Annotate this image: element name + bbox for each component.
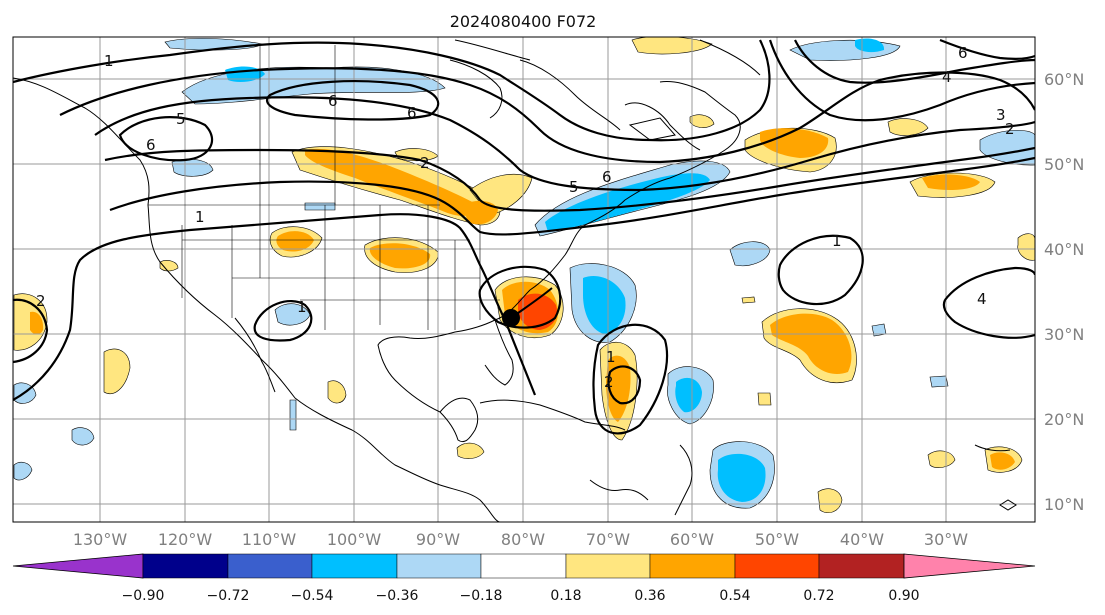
contour-label: 2	[604, 373, 614, 391]
contour-label: 6	[958, 44, 968, 62]
height-contours	[13, 38, 1035, 435]
lon-label: 130°W	[73, 530, 128, 549]
lat-label: 30°N	[1044, 325, 1084, 344]
colorbar-tick-label: −0.54	[291, 588, 334, 604]
lon-label: 100°W	[327, 530, 382, 549]
contour-label: 5	[569, 178, 579, 196]
colorbar-bin	[142, 553, 229, 579]
contour-labels: 1 1 1 1 1 2 2 2 2 3 4 4 5 5 6 6 6 6 6	[36, 44, 1015, 391]
map-area: 1 1 1 1 1 2 2 2 2 3 4 4 5 5 6 6 6 6 6	[13, 37, 1035, 522]
map-title: 2024080400 F072	[450, 12, 597, 31]
longitude-labels: 130°W 120°W 110°W 100°W 90°W 80°W 70°W 6…	[73, 530, 968, 549]
lon-label: 70°W	[586, 530, 630, 549]
lon-label: 90°W	[416, 530, 460, 549]
colorbar-extend-max	[903, 553, 1036, 579]
lon-label: 40°W	[840, 530, 884, 549]
lon-label: 30°W	[924, 530, 968, 549]
colorbar-tick-label: 0.72	[803, 588, 834, 604]
lon-label: 50°W	[755, 530, 799, 549]
contour-label: 6	[602, 168, 612, 186]
positive-anomaly-strong	[518, 293, 558, 330]
lat-label: 60°N	[1044, 70, 1084, 89]
colorbar-tick-label: 0.90	[888, 588, 919, 604]
coastlines	[13, 39, 1017, 522]
contour-label: 2	[420, 154, 430, 172]
colorbar-tick-label: −0.18	[460, 588, 503, 604]
contour-label: 2	[36, 292, 46, 310]
lon-label: 60°W	[670, 530, 714, 549]
lon-label: 110°W	[242, 530, 297, 549]
contour-label: 6	[407, 104, 417, 122]
colorbar-tick-label: 0.54	[719, 588, 750, 604]
colorbar-bin	[649, 553, 736, 579]
colorbar-bin	[565, 553, 651, 579]
colorbar-tick-label: −0.36	[376, 588, 419, 604]
colorbar: −0.90 −0.72 −0.54 −0.36 −0.18 0.18 0.36 …	[12, 553, 1036, 604]
contour-label: 1	[297, 298, 307, 316]
latitude-labels: 60°N 50°N 40°N 30°N 20°N 10°N	[1044, 70, 1084, 514]
state-boundaries	[148, 45, 500, 330]
lon-label: 80°W	[501, 530, 545, 549]
graticule	[13, 37, 1035, 522]
contour-label: 5	[176, 110, 186, 128]
contour-label: 6	[328, 92, 338, 110]
contour-label: 6	[146, 136, 156, 154]
colorbar-bin	[734, 553, 820, 579]
colorbar-bin	[480, 553, 567, 579]
colorbar-bin	[818, 553, 905, 579]
colorbar-bin	[227, 553, 313, 579]
lon-label: 120°W	[158, 530, 213, 549]
colorbar-tick-label: −0.72	[207, 588, 250, 604]
contour-label: 1	[104, 52, 114, 70]
colorbar-bin	[396, 553, 482, 579]
colorbar-extend-min	[12, 553, 144, 579]
contour-label: 2	[1005, 120, 1015, 138]
lat-label: 20°N	[1044, 410, 1084, 429]
colorbar-bin	[311, 553, 398, 579]
contour-label: 1	[832, 232, 842, 250]
contour-label: 1	[606, 348, 616, 366]
storm-center-marker	[502, 309, 520, 327]
colorbar-tick-label: −0.90	[122, 588, 165, 604]
lat-label: 40°N	[1044, 240, 1084, 259]
colorbar-tick-label: 0.36	[634, 588, 665, 604]
map-frame	[12, 36, 1036, 523]
lat-label: 10°N	[1044, 495, 1084, 514]
contour-label: 1	[195, 208, 205, 226]
contour-label: 4	[977, 290, 987, 308]
lat-label: 50°N	[1044, 155, 1084, 174]
contour-label: 3	[996, 106, 1006, 124]
contour-label: 4	[942, 68, 952, 86]
colorbar-tick-label: 0.18	[550, 588, 581, 604]
